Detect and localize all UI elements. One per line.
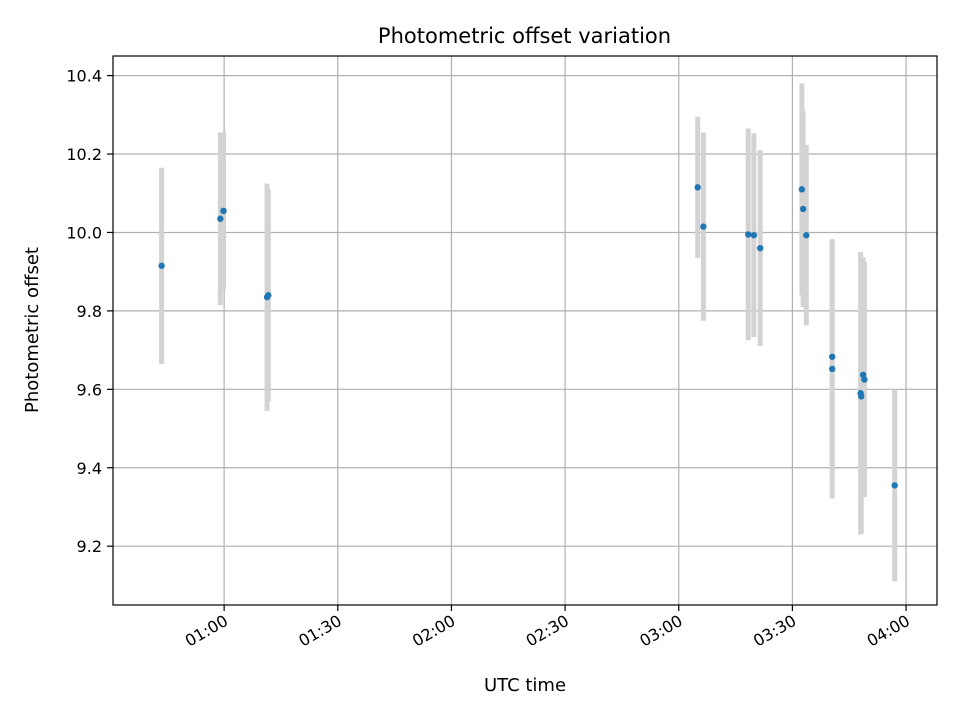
chart-title: Photometric offset variation — [378, 24, 671, 48]
y-tick-label: 9.2 — [77, 537, 102, 556]
x-axis-title: UTC time — [484, 675, 566, 696]
y-tick-label: 10.0 — [66, 223, 102, 242]
data-point — [858, 393, 865, 400]
y-tick-label: 9.6 — [77, 380, 102, 399]
data-points — [158, 184, 898, 489]
data-point — [757, 244, 764, 252]
data-point — [745, 231, 752, 238]
data-point — [220, 207, 227, 215]
data-point — [828, 365, 836, 373]
plot-frame — [112, 55, 938, 606]
y-tick-label: 9.4 — [77, 459, 102, 478]
y-tick-label: 10.4 — [66, 67, 102, 86]
data-point — [700, 223, 707, 230]
data-point — [158, 262, 165, 269]
data-point — [803, 232, 810, 239]
data-point — [217, 215, 224, 222]
y-tick-label: 9.8 — [77, 302, 102, 321]
data-point — [891, 482, 898, 489]
data-point — [799, 205, 807, 213]
data-point — [798, 186, 806, 193]
data-point — [828, 353, 836, 360]
data-point — [861, 376, 868, 383]
y-tick-label: 10.2 — [66, 145, 102, 164]
y-axis: 9.2 9.4 9.6 9.8 10.0 10.2 10.4 — [66, 67, 113, 556]
y-axis-title: Photometric offset — [22, 247, 43, 413]
data-point — [265, 292, 272, 299]
data-point — [750, 232, 758, 239]
data-point — [694, 184, 701, 191]
